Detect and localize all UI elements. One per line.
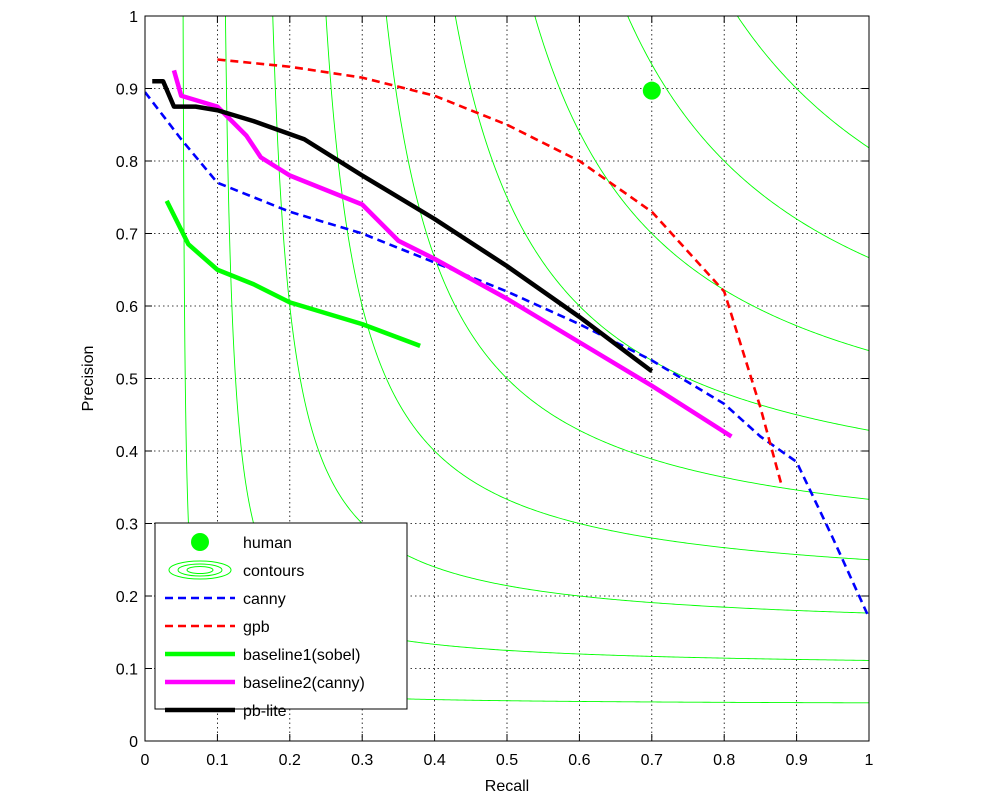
legend-label-baseline1-sobel-: baseline1(sobel) xyxy=(243,647,360,664)
x-tick-label: 0.6 xyxy=(568,752,590,769)
series-line-pb-lite xyxy=(152,79,654,374)
series-line-baseline1-sobel- xyxy=(164,199,421,348)
legend-swatch-contours xyxy=(177,563,223,577)
legend-label-gpb: gpb xyxy=(243,619,270,636)
x-tick-label: 0.7 xyxy=(641,752,663,769)
y-tick-label: 0.9 xyxy=(116,82,138,99)
y-tick-label: 0.4 xyxy=(116,444,138,461)
y-tick-label: 1 xyxy=(129,9,138,26)
legend-box xyxy=(154,522,408,710)
series-line-gpb xyxy=(217,58,784,488)
y-tick-label: 0 xyxy=(129,734,138,751)
human-marker-layer xyxy=(642,81,661,100)
y-tick-label: 0.7 xyxy=(116,227,138,244)
legend: human contours canny gpb baseline1(sobel) bas… xyxy=(154,522,408,720)
legend-label-human: human xyxy=(243,535,292,552)
contour-line xyxy=(627,16,869,259)
legend-swatch-contours xyxy=(168,560,232,580)
contour-line xyxy=(385,16,869,500)
legend-label-canny: canny xyxy=(243,591,286,608)
legend-label-pb-lite: pb-lite xyxy=(243,703,287,720)
y-tick-label: 0.8 xyxy=(116,154,138,171)
x-tick-label: 0.1 xyxy=(206,752,228,769)
series-lines xyxy=(145,58,869,619)
y-tick-label: 0.3 xyxy=(116,517,138,534)
x-tick-label: 0.3 xyxy=(351,752,373,769)
contour-line xyxy=(736,16,869,149)
x-tick-label: 0.9 xyxy=(785,752,807,769)
y-tick-label: 0.1 xyxy=(116,662,138,679)
y-tick-label: 0.2 xyxy=(116,589,138,606)
series-line-baseline2-canny- xyxy=(171,69,733,439)
x-tick-label: 0.5 xyxy=(496,752,518,769)
y-tick-label: 0.5 xyxy=(116,372,138,389)
legend-label-baseline2-canny-: baseline2(canny) xyxy=(243,675,365,692)
axes-frame xyxy=(144,15,870,742)
x-tick-label: 0.4 xyxy=(423,752,445,769)
legend-label-contours: contours xyxy=(243,563,304,580)
y-tick-label: 0.6 xyxy=(116,299,138,316)
contour-line xyxy=(272,16,869,614)
x-tick-label: 0 xyxy=(141,752,150,769)
y-axis-label: Precision xyxy=(80,346,97,412)
contour-line xyxy=(534,16,869,352)
x-tick-label: 1 xyxy=(865,752,874,769)
series-line-canny xyxy=(145,91,869,619)
human-marker xyxy=(642,81,661,100)
x-tick-label: 0.8 xyxy=(713,752,735,769)
legend-swatch-human xyxy=(191,533,209,551)
tick-labels: 0 0.1 0.2 0.3 0.4 0.5 0.6 0.7 0.8 0.9 1 0 0.1 0.2 0.3 0… xyxy=(116,9,874,769)
x-axis-label: Recall xyxy=(485,778,529,795)
legend-swatch-contours xyxy=(186,566,214,574)
x-tick-label: 0.2 xyxy=(279,752,301,769)
